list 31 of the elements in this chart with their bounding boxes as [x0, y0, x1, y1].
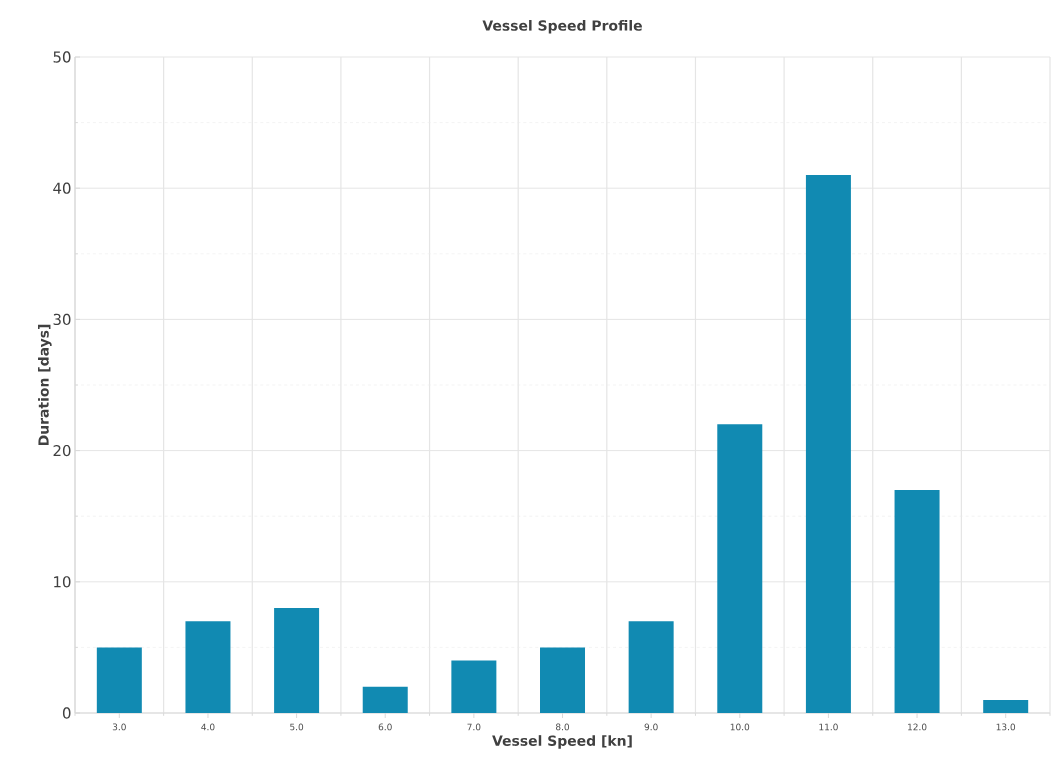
- x-tick-label: 12.0: [908, 723, 927, 731]
- y-tick-label: 10: [54, 576, 71, 588]
- x-tick-label: 3.0: [112, 723, 126, 731]
- y-tick-label: 50: [53, 51, 71, 63]
- bar: [717, 424, 763, 713]
- bar: [451, 660, 497, 713]
- x-tick-label: 5.0: [290, 723, 304, 731]
- x-axis-title: Vessel Speed [kn]: [492, 735, 632, 749]
- bar: [540, 647, 586, 713]
- x-tick-label: 9.0: [644, 723, 658, 731]
- bar: [983, 699, 1029, 713]
- x-tick-label: 6.0: [378, 723, 392, 731]
- y-tick-label: 40: [53, 182, 71, 194]
- bar: [894, 489, 940, 713]
- x-tick-label: 7.0: [467, 723, 481, 731]
- y-tick-label: 20: [53, 444, 71, 457]
- y-tick-label: 0: [62, 707, 71, 719]
- x-tick-label: 10.0: [730, 723, 750, 731]
- x-tick-label: 4.0: [201, 723, 215, 731]
- bar: [628, 621, 674, 713]
- bar: [185, 621, 231, 713]
- x-tick-label: 11.0: [819, 723, 838, 731]
- chart-title: Vessel Speed Profile: [482, 20, 642, 34]
- bar: [805, 175, 851, 713]
- bar: [362, 686, 408, 713]
- x-tick-label: 13.0: [996, 723, 1016, 731]
- bar: [96, 647, 142, 713]
- x-tick-label: 8.0: [555, 723, 570, 731]
- y-tick-label: 30: [53, 313, 71, 326]
- bar: [274, 608, 320, 713]
- y-axis-title: Duration [days]: [38, 324, 52, 446]
